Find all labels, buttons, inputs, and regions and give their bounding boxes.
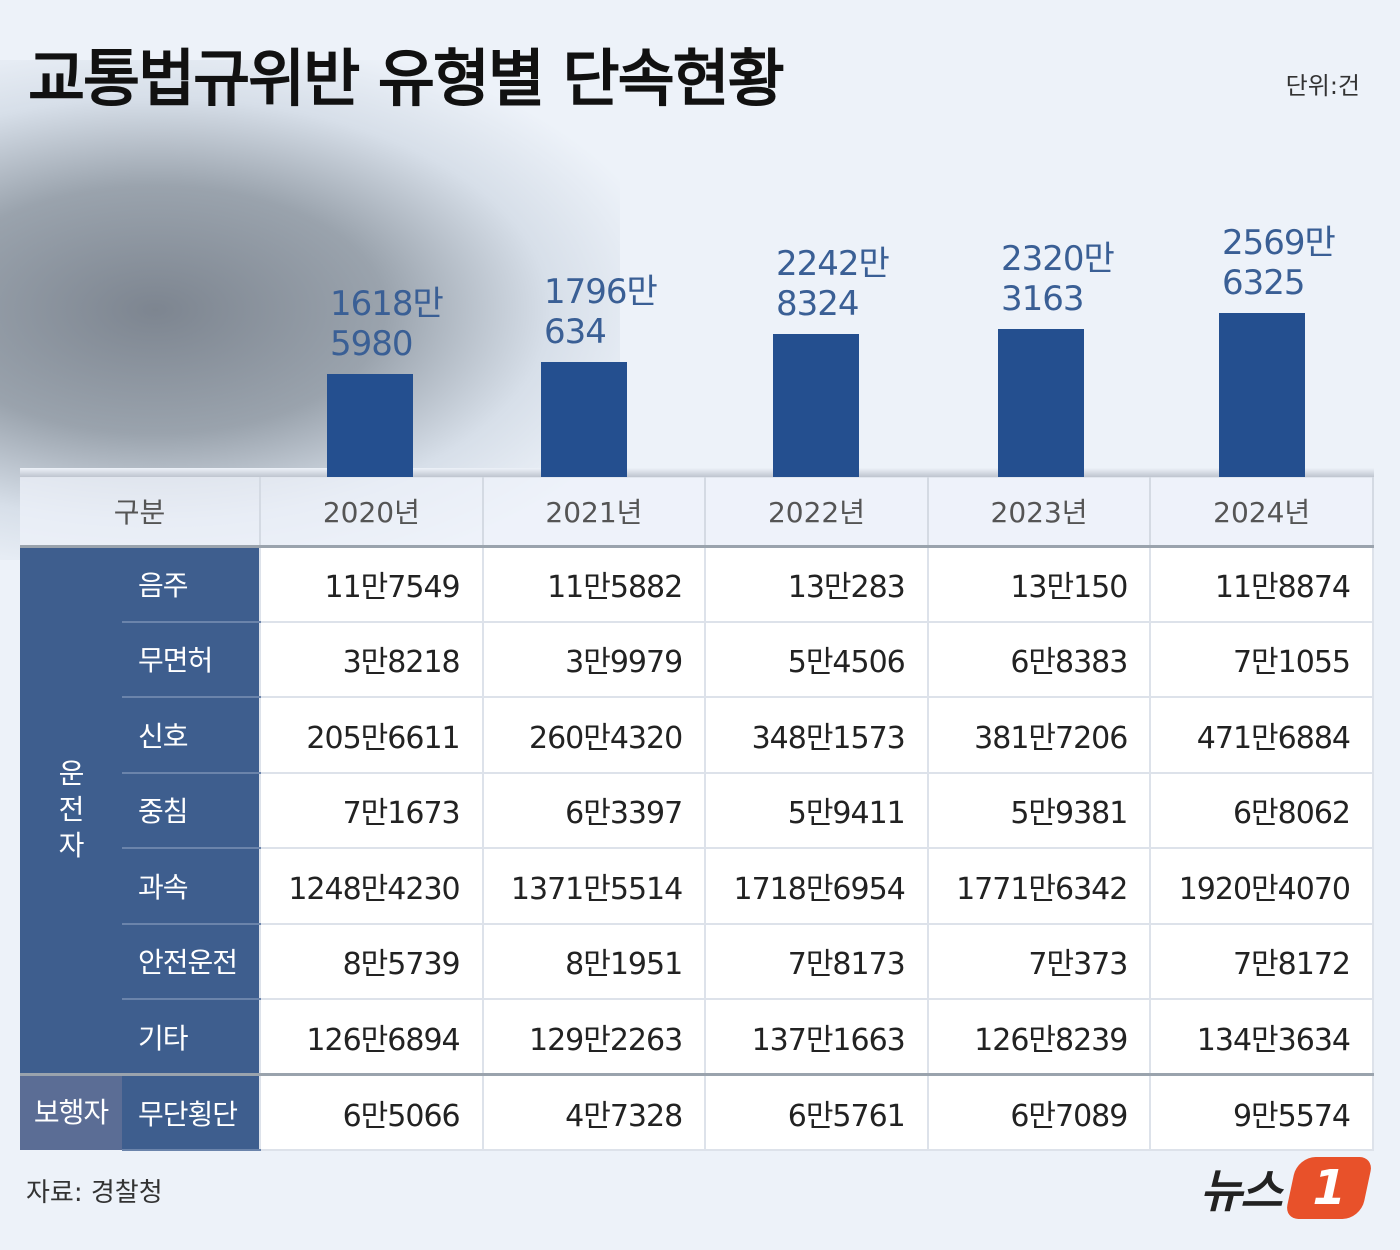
table-cell: 6만8383 (926, 620, 1152, 698)
table-cell: 7만8172 (1149, 922, 1374, 1000)
table-cell: 11만7549 (259, 545, 484, 623)
table-cell: 13만283 (704, 545, 929, 623)
table-cell: 129만2263 (481, 998, 707, 1076)
data-table: 구분 2020년 2021년 2022년 2023년 2024년 운전자 음주 11… (20, 477, 1374, 1151)
bar (541, 362, 627, 477)
bar-chart: 1618만 5980 1796만 634 2242만 8324 2320만 3163 2569만… (0, 0, 1400, 480)
group-driver: 운전자 (20, 546, 122, 1075)
bar-data-label: 1796만 634 (544, 272, 704, 352)
table-cell: 348만1573 (704, 696, 929, 774)
table-cell: 8만1951 (481, 922, 707, 1000)
row-label: 무면허 (122, 621, 261, 698)
table-cell: 3만8218 (259, 620, 484, 698)
label-line-1: 1618만 (330, 283, 444, 324)
row-label: 안전운전 (122, 923, 261, 1000)
group-pedestrian: 보행자 (20, 1073, 122, 1150)
table-row: 신호 205만6611 260만4320 348만1573 381만7206 471만68… (20, 696, 1374, 774)
label-line-2: 3163 (1001, 278, 1085, 319)
news1-logo: 뉴스 1 (1200, 1155, 1374, 1221)
row-label: 과속 (122, 848, 261, 925)
table-row: 안전운전 8만5739 8만1951 7만8173 7만373 7만8172 (20, 922, 1374, 1000)
table-cell: 6만5066 (259, 1073, 484, 1151)
table-cell: 381만7206 (926, 696, 1152, 774)
table-cell: 1920만4070 (1149, 847, 1374, 925)
row-label: 무단횡단 (122, 1073, 261, 1151)
table-cell: 137만1663 (704, 998, 929, 1076)
table-cell: 6만5761 (704, 1073, 929, 1151)
table-cell: 6만8062 (1149, 771, 1374, 849)
label-line-1: 1796만 (544, 272, 658, 313)
bar (1219, 313, 1305, 477)
table-row: 과속 1248만4230 1371만5514 1718만6954 1771만6342 19… (20, 847, 1374, 925)
group-driver-label: 운전자 (58, 757, 85, 863)
bar (773, 333, 859, 477)
table-row: 보행자 무단횡단 6만5066 4만7328 6만5761 6만7089 9만5574 (20, 1073, 1374, 1151)
table-cell: 1718만6954 (704, 847, 929, 925)
table-cell: 6만3397 (481, 771, 707, 849)
table-cell: 3만9979 (481, 620, 707, 698)
bar-data-label: 1618만 5980 (330, 284, 490, 364)
table-cell: 126만8239 (926, 998, 1152, 1076)
table-cell: 13만150 (926, 545, 1152, 623)
table-cell: 9만5574 (1149, 1073, 1374, 1151)
table-cell: 471만6884 (1149, 696, 1374, 774)
table-row: 무면허 3만8218 3만9979 5만4506 6만8383 7만1055 (20, 620, 1374, 698)
source-note: 자료: 경찰청 (26, 1178, 163, 1208)
logo-mark: 1 (1284, 1157, 1374, 1219)
table-row: 기타 126만6894 129만2263 137만1663 126만8239 134만36… (20, 998, 1374, 1076)
table-cell: 126만6894 (259, 998, 484, 1076)
page-title: 교통법규위반 유형별 단속현황 (28, 42, 785, 115)
row-label: 중침 (122, 772, 261, 849)
row-label: 신호 (122, 697, 261, 774)
table-cell: 5만4506 (704, 620, 929, 698)
row-label: 음주 (122, 546, 261, 623)
label-line-1: 2569만 (1222, 223, 1336, 263)
table-cell: 5만9381 (926, 771, 1152, 849)
table-cell: 1771만6342 (926, 847, 1152, 925)
table-row: 중침 7만1673 6만3397 5만9411 5만9381 6만8062 (20, 771, 1374, 849)
table-cell: 4만7328 (481, 1073, 707, 1151)
bar (327, 373, 413, 477)
corner-header: 구분 (20, 477, 262, 548)
unit-label: 단위:건 (1285, 72, 1360, 100)
table-cell: 205만6611 (259, 696, 484, 774)
column-header: 2021년 (482, 477, 707, 548)
table-cell: 6만7089 (926, 1073, 1152, 1151)
table-cell: 7만1673 (259, 771, 484, 849)
column-header: 2024년 (1150, 477, 1374, 548)
table-cell: 11만5882 (481, 545, 707, 623)
table-cell: 7만1055 (1149, 620, 1374, 698)
bar-data-label: 2569만 6325 (1222, 223, 1382, 303)
table-cell: 1248만4230 (259, 847, 484, 925)
label-line-2: 8324 (776, 283, 860, 324)
row-label: 기타 (122, 999, 261, 1076)
label-line-2: 5980 (330, 323, 414, 364)
column-header: 2023년 (927, 477, 1152, 548)
table-cell: 11만8874 (1149, 545, 1374, 623)
table-cell: 8만5739 (259, 922, 484, 1000)
column-header: 2022년 (705, 477, 929, 548)
bar (998, 328, 1084, 477)
chart-baseline (20, 468, 1374, 478)
label-line-2: 634 (544, 312, 607, 353)
table-cell: 1371만5514 (481, 847, 707, 925)
table-header-row: 구분 2020년 2021년 2022년 2023년 2024년 (20, 477, 1374, 548)
table-cell: 7만8173 (704, 922, 929, 1000)
column-header: 2020년 (260, 477, 484, 548)
label-line-2: 6325 (1222, 263, 1306, 303)
label-line-1: 2242만 (776, 243, 890, 284)
table-cell: 134만3634 (1149, 998, 1374, 1076)
table-row: 운전자 음주 11만7549 11만5882 13만283 13만150 11만8874 (20, 545, 1374, 1075)
table-cell: 5만9411 (704, 771, 929, 849)
bar-data-label: 2320만 3163 (1001, 239, 1161, 319)
label-line-1: 2320만 (1001, 238, 1115, 279)
table-cell: 260만4320 (481, 696, 707, 774)
logo-text: 뉴스 (1200, 1164, 1283, 1218)
table-cell: 7만373 (926, 922, 1152, 1000)
bar-data-label: 2242만 8324 (776, 244, 936, 324)
